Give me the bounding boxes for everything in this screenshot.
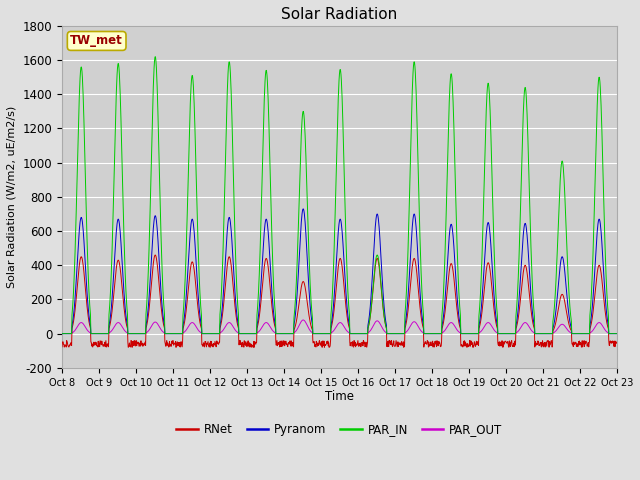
Legend: RNet, Pyranom, PAR_IN, PAR_OUT: RNet, Pyranom, PAR_IN, PAR_OUT bbox=[172, 418, 507, 441]
Title: Solar Radiation: Solar Radiation bbox=[282, 7, 397, 22]
X-axis label: Time: Time bbox=[325, 390, 354, 403]
Text: TW_met: TW_met bbox=[70, 35, 123, 48]
Y-axis label: Solar Radiation (W/m2, uE/m2/s): Solar Radiation (W/m2, uE/m2/s) bbox=[7, 106, 17, 288]
